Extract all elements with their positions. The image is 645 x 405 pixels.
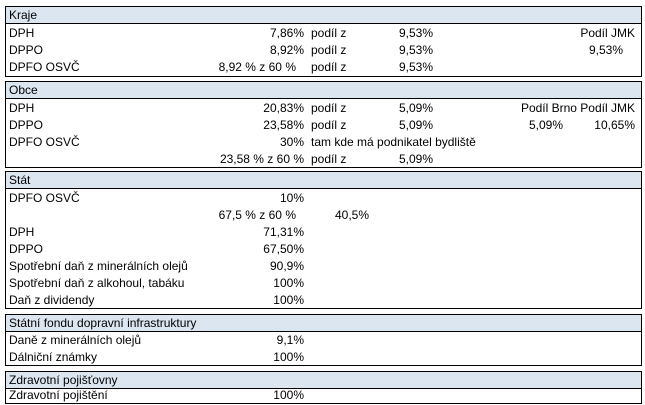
row-value: 67,5 % z 60 % (218, 208, 296, 222)
section-title: Zdravotní pojišťovny (9, 373, 118, 387)
section-header: Obce (6, 82, 641, 99)
row-value: 23,58% (263, 118, 304, 132)
row-label: Spotřební daň z alkohoul, tabáku (9, 276, 185, 290)
row-podil-label: podíl z (311, 26, 347, 40)
row-label: Daň z dividendy (9, 293, 95, 307)
row-value: 100% (273, 293, 304, 307)
table-row: DPH 20,83% podíl z 5,09% Podíl Brno Podí… (6, 100, 641, 117)
podil-brno-jmk-label: Podíl Brno Podíl JMK (520, 101, 635, 115)
row-value: 90,9% (269, 259, 304, 273)
row-label: DPFO OSVČ (9, 60, 80, 74)
section-title: Stát (9, 173, 31, 187)
row-of-value: 9,53% (398, 26, 433, 40)
row-label: DPFO OSVČ (9, 135, 80, 149)
podil-brno-value: 5,09% (528, 118, 563, 132)
table-row: Spotřební daň z minerálních olejů 90,9% (6, 258, 641, 275)
row-of-value: 5,09% (398, 152, 433, 166)
row-label: DPH (9, 225, 35, 239)
section-sfdi: Státní fondu dopravní infrastruktury Dan… (5, 314, 642, 366)
row-label: DPPO (9, 43, 44, 57)
table-row: Daň z dividendy 100% (6, 292, 641, 309)
row-value: 9,1% (276, 333, 304, 347)
table-row: Dálniční známky 100% (6, 349, 641, 366)
row-value: 23,58 % z 60 % (219, 152, 304, 166)
section-stat: Stát DPFO OSVČ 10% 67,5 % z 60 % 40,5% D… (5, 171, 642, 309)
row-label: DPPO (9, 242, 44, 256)
podil-jmk-value: 9,53% (588, 43, 623, 57)
row-label: DPPO (9, 118, 44, 132)
table-row: DPH 71,31% (6, 224, 641, 241)
row-of-value: 9,53% (398, 43, 433, 57)
row-of-value: 5,09% (398, 101, 433, 115)
row-value: 100% (273, 276, 304, 290)
table-row: DPFO OSVČ 8,92 % z 60 % podíl z 9,53% (6, 59, 641, 76)
row-value: 10% (279, 191, 304, 205)
section-title: Obce (9, 83, 38, 97)
row-value: 7,86% (269, 26, 304, 40)
row-podil-label: podíl z (311, 152, 347, 166)
row-value: 30% (279, 135, 304, 149)
table-row: DPH 7,86% podíl z 9,53% Podíl JMK (6, 25, 641, 42)
table-row: 23,58 % z 60 % podíl z 5,09% (6, 151, 641, 168)
table-row: DPFO OSVČ 30% tam kde má podnikatel bydl… (6, 134, 641, 151)
row-of-value: 5,09% (398, 118, 433, 132)
row-label: Daně z minerálních olejů (9, 333, 142, 347)
table-row: 67,5 % z 60 % 40,5% (6, 207, 641, 224)
table-row: Zdravotní pojištění 100% (6, 387, 641, 404)
row-label: DPH (9, 101, 35, 115)
table-row: DPPO 8,92% podíl z 9,53% 9,53% (6, 42, 641, 59)
row-label: Spotřební daň z minerálních olejů (9, 259, 188, 273)
row-podil-label: podíl z (311, 43, 347, 57)
row-value: 8,92 % z 60 % (218, 60, 296, 74)
section-zdravotni: Zdravotní pojišťovny Zdravotní pojištění… (5, 371, 642, 404)
row-label: DPFO OSVČ (9, 191, 80, 205)
row-label: Zdravotní pojištění (9, 388, 108, 402)
row-label: Dálniční známky (9, 350, 98, 364)
row-value: 100% (273, 350, 304, 364)
row-extra-value: 40,5% (334, 208, 369, 222)
row-value: 100% (273, 388, 304, 402)
section-header: Kraje (6, 7, 641, 24)
section-title: Státní fondu dopravní infrastruktury (9, 316, 197, 330)
section-header: Zdravotní pojišťovny (6, 372, 641, 389)
row-note: tam kde má podnikatel bydliště (311, 135, 476, 149)
table-row: Daně z minerálních olejů 9,1% (6, 332, 641, 349)
row-value: 67,50% (263, 242, 304, 256)
section-header: Státní fondu dopravní infrastruktury (6, 315, 641, 332)
table-row: DPPO 67,50% (6, 241, 641, 258)
section-kraje: Kraje DPH 7,86% podíl z 9,53% Podíl JMK … (5, 6, 642, 77)
row-podil-label: podíl z (311, 101, 347, 115)
row-value: 20,83% (263, 101, 304, 115)
table-row: DPPO 23,58% podíl z 5,09% 5,09% 10,65% (6, 117, 641, 134)
table-row: DPFO OSVČ 10% (6, 190, 641, 207)
section-obce: Obce DPH 20,83% podíl z 5,09% Podíl Brno… (5, 81, 642, 168)
podil-jmk-label: Podíl JMK (580, 26, 635, 40)
section-header: Stát (6, 172, 641, 189)
row-podil-label: podíl z (311, 118, 347, 132)
row-label: DPH (9, 26, 35, 40)
row-of-value: 9,53% (398, 60, 433, 74)
row-value: 71,31% (263, 225, 304, 239)
table-row: Spotřební daň z alkohoul, tabáku 100% (6, 275, 641, 292)
row-podil-label: podíl z (311, 60, 347, 74)
podil-jmk-value: 10,65% (594, 118, 635, 132)
section-title: Kraje (9, 8, 38, 22)
row-value: 8,92% (269, 43, 304, 57)
